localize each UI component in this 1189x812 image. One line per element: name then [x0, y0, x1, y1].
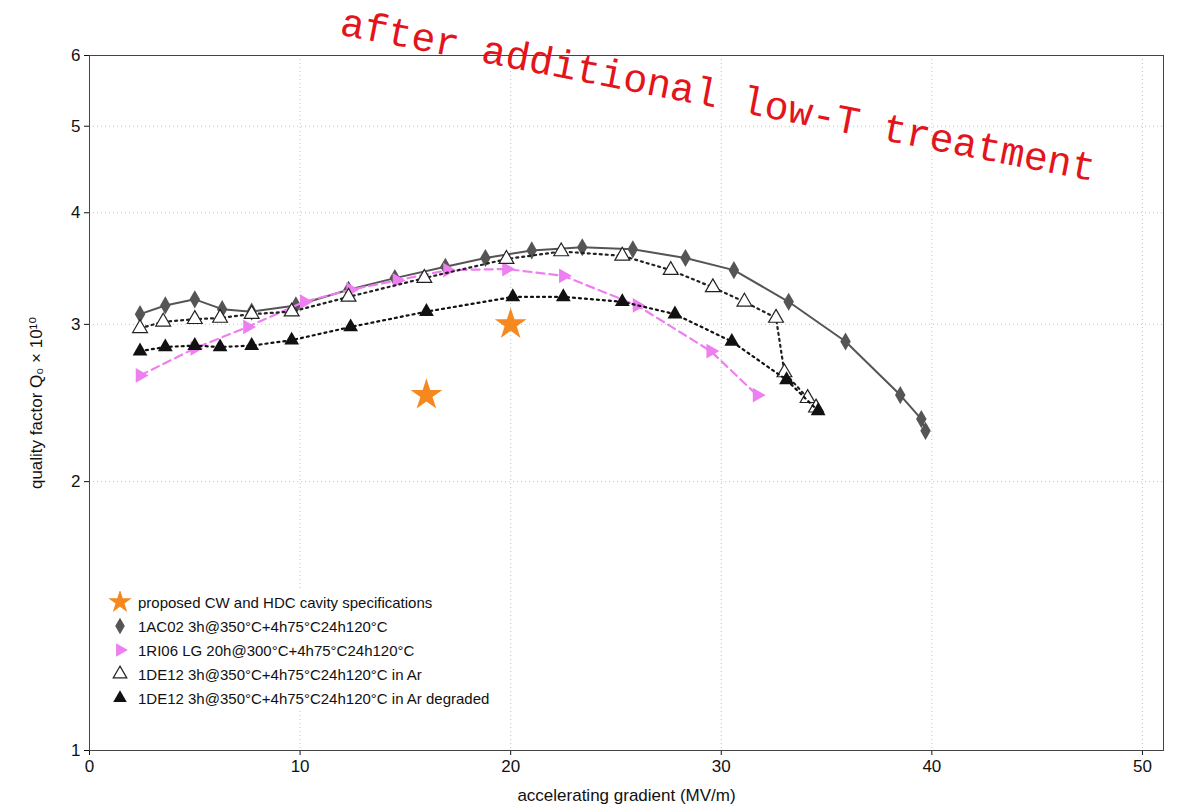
svg-text:4: 4 [71, 203, 80, 222]
svg-text:2: 2 [71, 472, 80, 491]
svg-text:40: 40 [922, 757, 941, 776]
svg-text:6: 6 [71, 46, 80, 65]
svg-text:20: 20 [501, 757, 520, 776]
html-text:proposed CW and HDC cavity spe: proposed CW and HDC cavity specification… [138, 593, 433, 611]
svg-text:1: 1 [71, 741, 80, 760]
svg-text:10: 10 [291, 757, 310, 776]
html-text:1AC02 3h@350°C+4h75°C24h120°C: 1AC02 3h@350°C+4h75°C24h120°C [138, 617, 388, 635]
html-text:1RI06 LG 20h@300°C+4h75°C24h12: 1RI06 LG 20h@300°C+4h75°C24h120°C [138, 641, 415, 659]
svg-text:3: 3 [71, 315, 80, 334]
svg-text:50: 50 [1133, 757, 1152, 776]
svg-text:30: 30 [712, 757, 731, 776]
svg-text:accelerating gradient (MV/m): accelerating gradient (MV/m) [517, 786, 735, 805]
svg-text:5: 5 [71, 117, 80, 136]
html-text:after additional low-T treatme: after additional low-T treatment [336, 2, 1099, 193]
svg-text:quality factor Q₀ × 10¹⁰: quality factor Q₀ × 10¹⁰ [27, 317, 46, 489]
svg-text:0: 0 [85, 757, 94, 776]
html-text:1DE12 3h@350°C+4h75°C24h120°C: 1DE12 3h@350°C+4h75°C24h120°C in Ar [138, 665, 422, 683]
html-text:1DE12 3h@350°C+4h75°C24h120°C: 1DE12 3h@350°C+4h75°C24h120°C in Ar degr… [138, 689, 490, 707]
